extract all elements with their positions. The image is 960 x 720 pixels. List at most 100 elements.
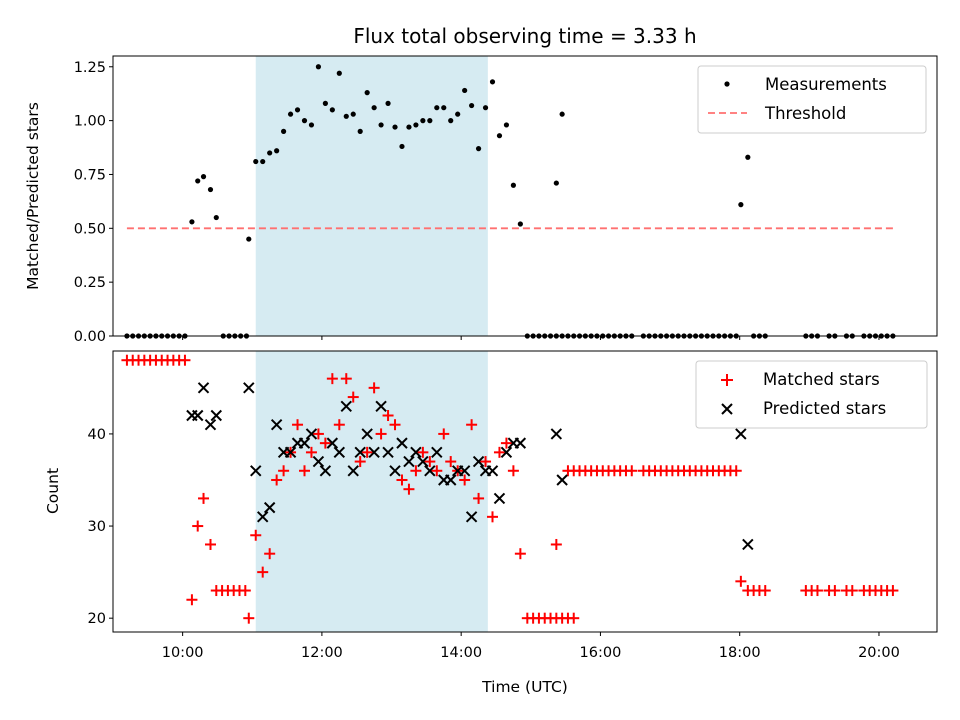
measurement-point xyxy=(343,113,349,119)
measurement-point xyxy=(207,186,214,193)
bottom-y-axis-label: Count xyxy=(44,468,62,514)
bottom-y-ticks: 20 30 40 xyxy=(88,427,113,627)
bottom-legend: Matched stars Predicted stars xyxy=(695,360,928,429)
matched-star-point xyxy=(192,520,204,532)
matched-star-point xyxy=(298,465,310,477)
predicted-star-point xyxy=(298,437,311,449)
measurement-point xyxy=(357,128,363,134)
matched-star-point xyxy=(264,548,276,560)
matched-star-point xyxy=(424,456,436,468)
matched-star-point xyxy=(319,437,331,449)
predicted-star-point xyxy=(742,538,754,551)
predicted-star-point xyxy=(550,428,563,440)
matched-star-point xyxy=(312,428,324,440)
predicted-star-point xyxy=(493,492,506,505)
matched-star-point xyxy=(204,538,216,550)
measurement-point xyxy=(274,148,280,154)
predicted-star-point xyxy=(445,474,457,486)
predicted-star-point xyxy=(500,446,513,459)
bottom-x-ticks: 10:00 12:00 14:00 16:00 18:00 20:00 xyxy=(162,632,900,661)
measurement-point xyxy=(406,124,412,130)
measurement-point xyxy=(294,107,301,113)
measurement-point xyxy=(475,146,482,152)
measurement-point xyxy=(287,111,294,117)
matched-star-point xyxy=(375,428,387,440)
predicted-star-point xyxy=(382,446,394,459)
matched-star-point xyxy=(459,474,471,486)
bottom-highlight-band xyxy=(255,351,488,632)
legend-measurements-label: Measurements xyxy=(765,75,887,94)
matched-star-point xyxy=(403,483,415,495)
predicted-star-point xyxy=(284,446,297,459)
matched-star-point xyxy=(396,474,408,486)
bottom-x-axis-label: Time (UTC) xyxy=(481,678,568,696)
matched-star-point xyxy=(179,354,191,366)
measurement-point xyxy=(455,111,461,117)
matched-star-point xyxy=(326,373,338,385)
y-tick-label: 1.25 xyxy=(74,60,106,76)
legend-matched-label: Matched stars xyxy=(763,370,880,389)
predicted-star-point xyxy=(396,437,408,449)
predicted-star-point xyxy=(458,465,471,477)
predicted-star-point xyxy=(389,465,401,477)
matched-star-point xyxy=(198,492,210,504)
predicted-star-point xyxy=(403,455,415,468)
legend-threshold-label: Threshold xyxy=(764,104,846,123)
matched-star-point xyxy=(487,511,499,523)
matched-star-point xyxy=(507,465,519,477)
measurement-point xyxy=(448,118,454,124)
matched-star-point xyxy=(368,382,380,394)
measurement-point xyxy=(213,214,219,221)
predicted-star-point xyxy=(312,455,325,468)
measurement-point xyxy=(517,221,523,227)
matched-star-point xyxy=(271,474,283,486)
predicted-star-point xyxy=(465,511,478,523)
measurement-point xyxy=(399,143,405,150)
measurement-point xyxy=(469,102,475,109)
x-tick-label: 10:00 xyxy=(162,645,204,661)
top-y-axis-label: Matched/Predicted stars xyxy=(24,102,42,290)
measurement-point xyxy=(427,118,433,124)
matched-star-point xyxy=(514,548,526,560)
predicted-star-point xyxy=(243,382,255,394)
measurement-point xyxy=(378,122,384,128)
measurement-point xyxy=(559,111,565,117)
predicted-star-point xyxy=(556,474,568,486)
predicted-star-point xyxy=(424,465,436,477)
matched-star-point xyxy=(493,446,505,458)
matched-star-point xyxy=(445,456,457,468)
predicted-star-point xyxy=(197,382,210,394)
predicted-star-point xyxy=(305,428,318,440)
matched-star-point xyxy=(438,428,450,440)
legend-predicted-label: Predicted stars xyxy=(763,399,886,418)
measurement-point xyxy=(329,107,335,113)
matched-star-point xyxy=(305,446,317,458)
measurement-point xyxy=(315,64,322,70)
predicted-star-point xyxy=(347,465,359,477)
matched-star-point xyxy=(759,585,771,597)
matched-star-point xyxy=(278,465,290,477)
measurement-point xyxy=(322,100,328,106)
matched-star-point xyxy=(829,585,841,597)
matched-star-point xyxy=(480,456,492,468)
legend-measurements-marker xyxy=(724,81,730,87)
matched-star-point xyxy=(473,492,485,504)
bottom-panel: 20 30 40 10:00 12:00 14:00 16:00 18:00 20:00 Ti… xyxy=(44,350,938,696)
measurement-point xyxy=(496,133,503,139)
matched-star-point xyxy=(243,612,255,624)
predicted-star-point xyxy=(333,446,346,459)
matched-star-point xyxy=(239,585,251,597)
predicted-star-point xyxy=(250,465,262,477)
y-tick-label: 40 xyxy=(88,427,106,443)
predicted-star-point xyxy=(417,455,429,468)
predicted-star-point xyxy=(486,465,499,477)
measurement-point xyxy=(308,122,315,128)
measurement-point xyxy=(392,124,398,130)
y-tick-label: 0.50 xyxy=(74,221,106,237)
y-tick-label: 30 xyxy=(88,519,106,535)
matched-star-point xyxy=(626,465,638,477)
top-axes-frame xyxy=(112,55,938,337)
matched-star-point xyxy=(811,585,823,597)
matched-star-point xyxy=(431,465,443,477)
predicted-star-point xyxy=(204,418,217,431)
